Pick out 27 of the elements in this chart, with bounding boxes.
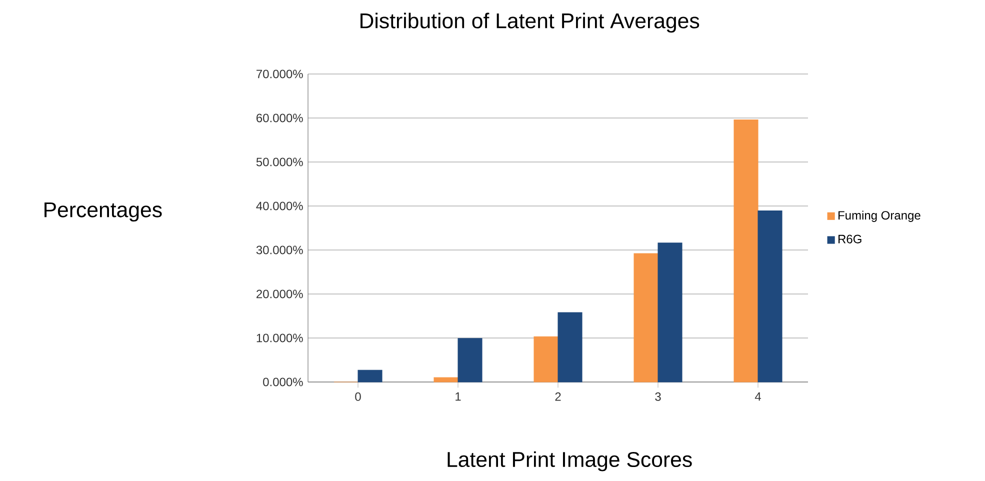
- bar: [634, 253, 658, 382]
- x-tick-label: 0: [355, 392, 361, 401]
- bar: [734, 119, 758, 382]
- y-tick-label: 0.000%: [263, 378, 303, 386]
- bar: [458, 338, 482, 382]
- x-tick-label: 3: [655, 392, 661, 401]
- y-tick-label: 40.000%: [256, 202, 303, 210]
- y-tick-label: 10.000%: [256, 334, 303, 342]
- y-tick-label: 50.000%: [256, 158, 303, 166]
- y-tick-label: 60.000%: [256, 114, 303, 122]
- y-tick-label: 30.000%: [256, 246, 303, 254]
- x-axis-title: Latent Print Image Scores: [448, 451, 692, 472]
- x-tick-label: 4: [754, 392, 761, 401]
- y-axis-title: Percentages: [44, 202, 162, 222]
- bar: [358, 370, 382, 382]
- bar: [434, 377, 458, 382]
- chart-title: Distribution of Latent Print Averages: [360, 12, 700, 33]
- x-tick-label: 1: [456, 392, 461, 401]
- y-tick-label: 20.000%: [256, 290, 303, 298]
- bar: [534, 336, 558, 382]
- y-tick-label: 70.000%: [256, 70, 303, 78]
- bar: [558, 312, 582, 382]
- legend-label: Fuming Orange: [838, 210, 920, 222]
- bar: [758, 210, 782, 382]
- legend-label: R6G: [838, 234, 862, 244]
- x-tick-label: 2: [555, 392, 561, 401]
- bar: [658, 242, 682, 382]
